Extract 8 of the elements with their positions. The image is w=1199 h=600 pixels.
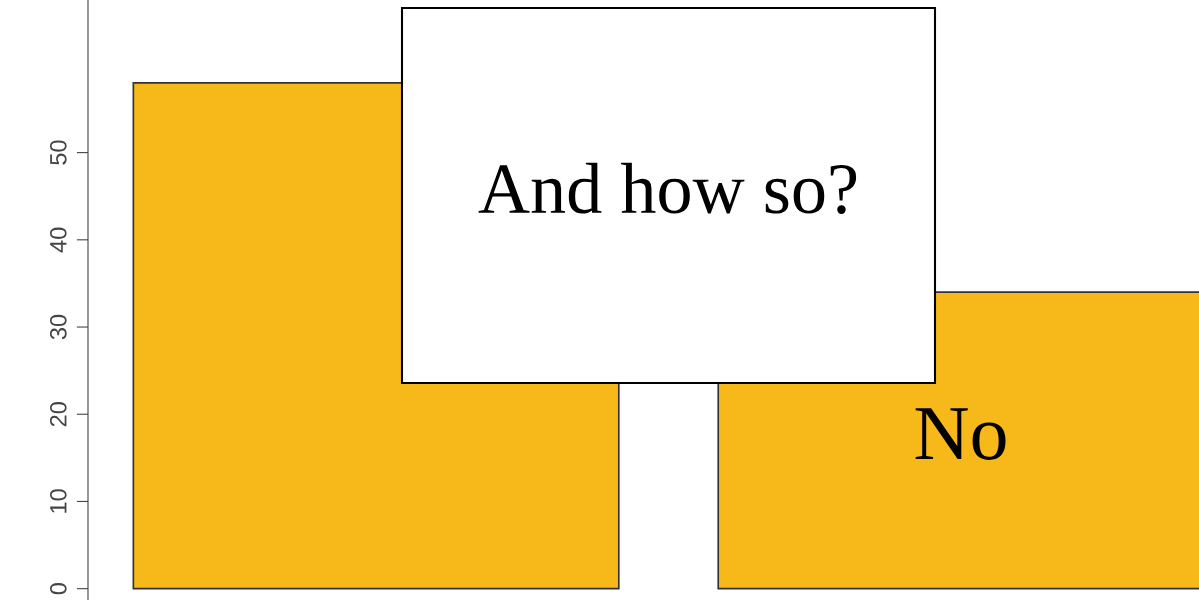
y-tick-label: 20 <box>49 402 67 427</box>
y-tick-label: 50 <box>49 140 67 165</box>
x-tick-label: No <box>915 408 1006 460</box>
y-tick-label: 0 <box>49 583 67 595</box>
y-tick-label: 10 <box>49 489 67 513</box>
y-tick-label: 40 <box>49 227 67 253</box>
annotation: And how so? <box>478 162 857 214</box>
y-tick-label: 30 <box>49 314 67 340</box>
